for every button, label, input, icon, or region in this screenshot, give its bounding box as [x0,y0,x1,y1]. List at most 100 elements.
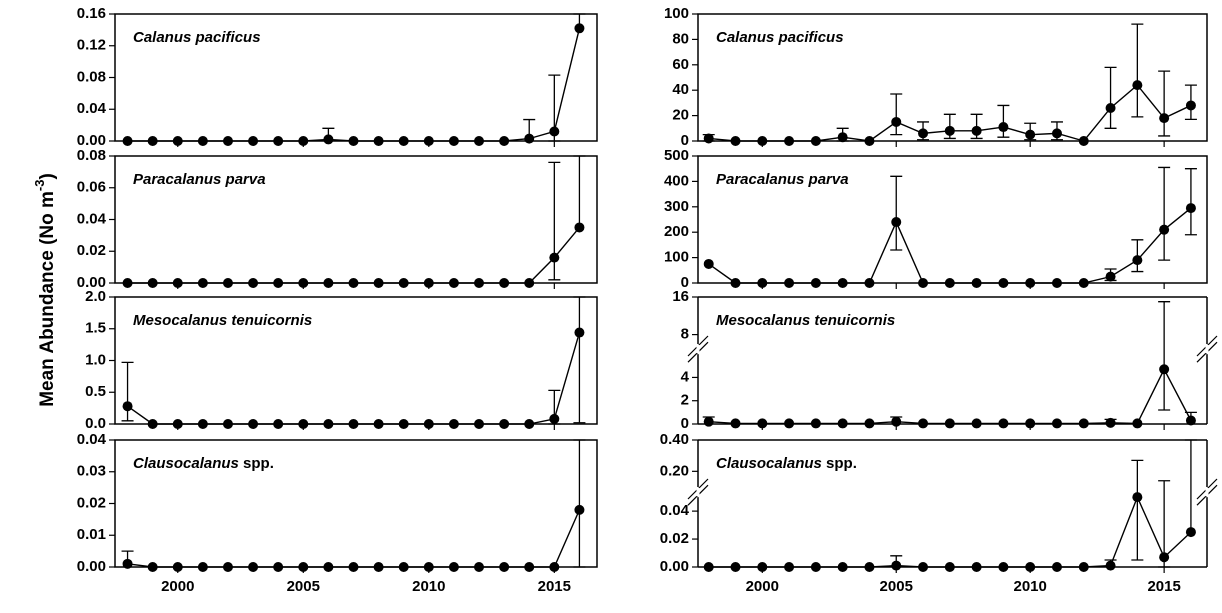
data-point [273,278,284,288]
data-point [1185,203,1196,214]
x-tick-label: 2005 [880,578,913,595]
data-point [891,217,902,228]
data-point [1025,129,1036,140]
data-point [1051,562,1062,572]
x-tick-label: 2010 [1014,578,1047,595]
data-point [1132,418,1143,429]
data-point [971,562,982,572]
data-point [1132,492,1143,503]
data-point [1025,278,1036,288]
series-line [127,332,581,425]
data-point [1105,417,1116,428]
data-point [864,418,875,429]
y-tick-label: 0 [681,132,689,149]
data-point [273,136,284,146]
y-tick-label: 300 [664,198,689,215]
title-species: Calanus pacificus [133,29,261,46]
panel-title: Paracalanus parva [133,171,266,188]
data-point [1132,255,1143,266]
y-tick-label: 1.5 [85,320,106,337]
data-point [474,419,485,429]
panel-title: Clausocalanus spp. [133,455,274,472]
data-point [730,278,741,288]
data-point [864,136,875,146]
data-point [398,562,409,572]
y-tick-label: 2 [681,392,689,409]
y-axis-label: Mean Abundance (No m-3) [32,173,58,407]
data-point [474,136,485,146]
data-point [222,562,233,572]
data-point [810,278,821,288]
title-species: Clausocalanus [716,455,822,472]
data-point [122,136,133,146]
y-tick-label: 0.0 [85,415,106,432]
y-tick-label: 20 [672,107,689,124]
data-point [837,278,848,288]
data-point [147,419,158,429]
data-point [998,122,1009,133]
data-point [323,134,334,145]
x-tick-label: 2000 [161,578,194,595]
data-point [971,278,982,288]
data-point [574,23,585,34]
data-point [1078,418,1089,429]
data-point [398,278,409,288]
title-species: Clausocalanus [133,455,239,472]
y-tick-label: 0.03 [77,463,106,480]
y-tick-label: 0.5 [85,383,106,400]
title-species: Mesocalanus tenuicornis [716,312,895,329]
y-tick-label: 0.04 [77,431,107,448]
data-point [1132,80,1143,91]
data-point [298,136,309,146]
data-point [757,418,768,429]
data-point [1185,415,1196,426]
data-point [474,562,485,572]
data-point [1105,271,1116,282]
data-point [810,418,821,429]
y-tick-label: 1.0 [85,351,106,368]
data-point [197,136,208,146]
error-bar [1184,439,1197,533]
data-point [1105,102,1116,113]
error-bar [1158,70,1171,137]
data-point [197,278,208,288]
data-point [998,562,1009,572]
y-tick-label: 0.00 [77,558,106,575]
data-point [423,278,434,288]
error-bar [573,439,586,568]
y-tick-label: 0.16 [77,5,106,22]
data-point [944,125,955,136]
data-point [703,562,714,572]
y-tick-label: 4 [681,368,690,385]
title-species: Mesocalanus tenuicornis [133,312,312,329]
data-point [122,278,133,288]
data-point [273,562,284,572]
error-bar [573,155,586,228]
error-bar [1158,166,1171,261]
y-tick-label: 0.08 [77,68,106,85]
title-species: Paracalanus parva [133,171,266,188]
data-point [499,136,510,146]
data-point [703,133,714,144]
y-tick-label: 0.40 [660,431,689,448]
error-bar [573,296,586,424]
series-line [127,226,580,284]
series-line [708,495,1192,568]
data-point [918,562,929,572]
error-bar [121,361,134,422]
data-point [1078,136,1089,146]
data-point [810,136,821,146]
data-point [1051,128,1062,139]
data-point [810,562,821,572]
data-point [222,419,233,429]
x-tick-label: 2000 [746,578,779,595]
error-bar [1184,168,1197,236]
data-point [524,133,535,144]
data-point [348,136,359,146]
y-tick-label: 0.04 [660,502,690,519]
data-point [448,419,459,429]
data-point [122,401,133,412]
data-point [448,562,459,572]
data-point [864,278,875,288]
error-bar [1158,301,1171,411]
